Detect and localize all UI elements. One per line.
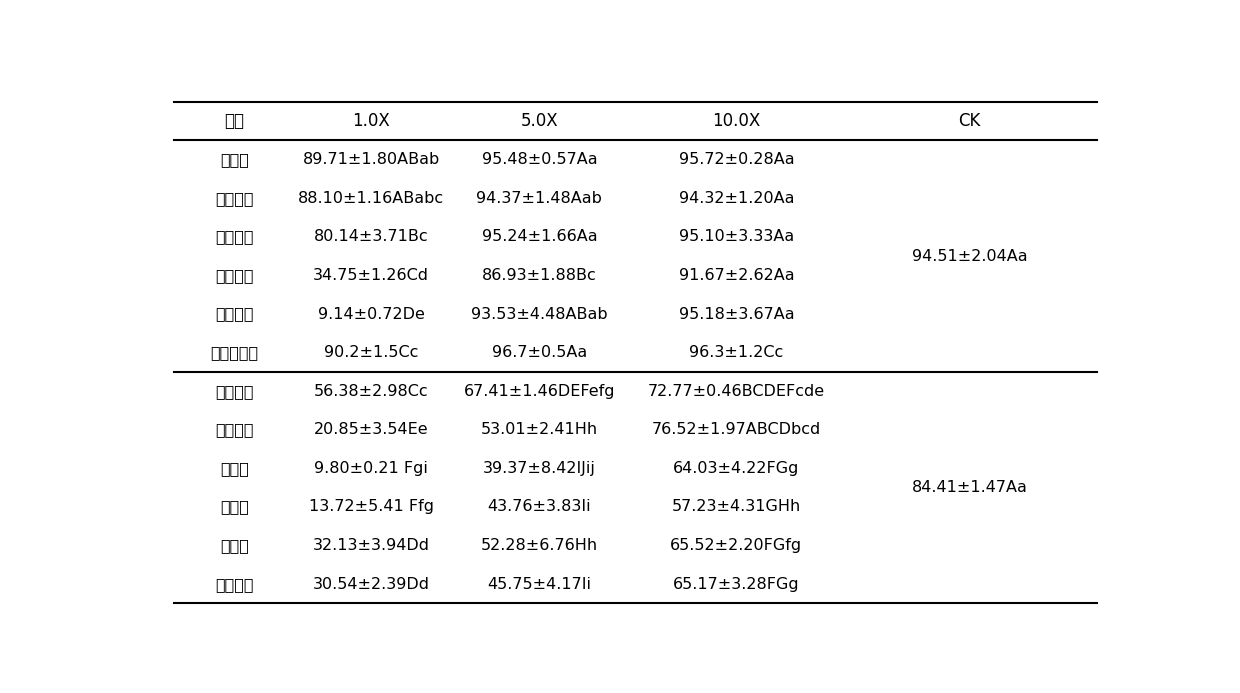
Text: 5.0X: 5.0X: [521, 112, 558, 130]
Text: 94.37±1.48Aab: 94.37±1.48Aab: [476, 191, 603, 206]
Text: 处理: 处理: [224, 112, 244, 130]
Text: 96.7±0.5Aa: 96.7±0.5Aa: [492, 345, 587, 360]
Text: 异丙隆: 异丙隆: [219, 500, 249, 514]
Text: 45.75±4.17Ii: 45.75±4.17Ii: [487, 577, 591, 592]
Text: 10.0X: 10.0X: [712, 112, 760, 130]
Text: 53.01±2.41Hh: 53.01±2.41Hh: [481, 422, 598, 437]
Text: 94.51±2.04Aa: 94.51±2.04Aa: [911, 249, 1027, 263]
Text: 76.52±1.97ABCDbcd: 76.52±1.97ABCDbcd: [652, 422, 821, 437]
Text: 30.54±2.39Dd: 30.54±2.39Dd: [312, 577, 430, 592]
Text: 氯磺隆: 氯磺隆: [219, 461, 249, 476]
Text: 89.71±1.80ABab: 89.71±1.80ABab: [303, 152, 440, 167]
Text: 43.76±3.83Ii: 43.76±3.83Ii: [487, 500, 591, 514]
Text: 86.93±1.88Bc: 86.93±1.88Bc: [482, 268, 596, 283]
Text: 72.77±0.46BCDEFcde: 72.77±0.46BCDEFcde: [647, 384, 825, 398]
Text: 67.41±1.46DEFefg: 67.41±1.46DEFefg: [464, 384, 615, 398]
Text: 91.67±2.62Aa: 91.67±2.62Aa: [678, 268, 794, 283]
Text: 甲嘧磺隆: 甲嘧磺隆: [215, 422, 253, 437]
Text: 80.14±3.71Bc: 80.14±3.71Bc: [314, 229, 429, 245]
Text: 52.28±6.76Hh: 52.28±6.76Hh: [481, 538, 598, 553]
Text: 90.2±1.5Cc: 90.2±1.5Cc: [324, 345, 418, 360]
Text: 84.41±1.47Aa: 84.41±1.47Aa: [911, 480, 1028, 495]
Text: 阿特拉津: 阿特拉津: [215, 306, 253, 322]
Text: 氟吡磺隆: 氟吡磺隆: [215, 577, 253, 592]
Text: 32.13±3.94Dd: 32.13±3.94Dd: [312, 538, 430, 553]
Text: 34.75±1.26Cd: 34.75±1.26Cd: [314, 268, 429, 283]
Text: 二甲戊乐灵: 二甲戊乐灵: [211, 345, 258, 360]
Text: 57.23±4.31GHh: 57.23±4.31GHh: [672, 500, 801, 514]
Text: 13.72±5.41 Ffg: 13.72±5.41 Ffg: [309, 500, 434, 514]
Text: 95.18±3.67Aa: 95.18±3.67Aa: [678, 306, 794, 322]
Text: 39.37±8.42IJij: 39.37±8.42IJij: [482, 461, 596, 476]
Text: 1.0X: 1.0X: [352, 112, 391, 130]
Text: 88.10±1.16ABabc: 88.10±1.16ABabc: [298, 191, 444, 206]
Text: 56.38±2.98Cc: 56.38±2.98Cc: [314, 384, 429, 398]
Text: 65.52±2.20FGfg: 65.52±2.20FGfg: [671, 538, 802, 553]
Text: 65.17±3.28FGg: 65.17±3.28FGg: [673, 577, 800, 592]
Text: CK: CK: [959, 112, 981, 130]
Text: 9.14±0.72De: 9.14±0.72De: [317, 306, 424, 322]
Text: 94.32±1.20Aa: 94.32±1.20Aa: [678, 191, 794, 206]
Text: 碱草酮: 碱草酮: [219, 152, 249, 167]
Text: 9.80±0.21 Fgi: 9.80±0.21 Fgi: [314, 461, 428, 476]
Text: 95.48±0.57Aa: 95.48±0.57Aa: [481, 152, 598, 167]
Text: 64.03±4.22FGg: 64.03±4.22FGg: [673, 461, 800, 476]
Text: 95.24±1.66Aa: 95.24±1.66Aa: [481, 229, 598, 245]
Text: 氟吡磺隆: 氟吡磺隆: [215, 191, 253, 206]
Text: 95.10±3.33Aa: 95.10±3.33Aa: [678, 229, 794, 245]
Text: 20.85±3.54Ee: 20.85±3.54Ee: [314, 422, 429, 437]
Text: 烟嘧磺隆: 烟嘧磺隆: [215, 229, 253, 245]
Text: 95.72±0.28Aa: 95.72±0.28Aa: [678, 152, 794, 167]
Text: 甲磺隆: 甲磺隆: [219, 538, 249, 553]
Text: 精喹禾灵: 精喹禾灵: [215, 268, 253, 283]
Text: 96.3±1.2Cc: 96.3±1.2Cc: [689, 345, 784, 360]
Text: 吡嘧磺隆: 吡嘧磺隆: [215, 384, 253, 398]
Text: 93.53±4.48ABab: 93.53±4.48ABab: [471, 306, 608, 322]
